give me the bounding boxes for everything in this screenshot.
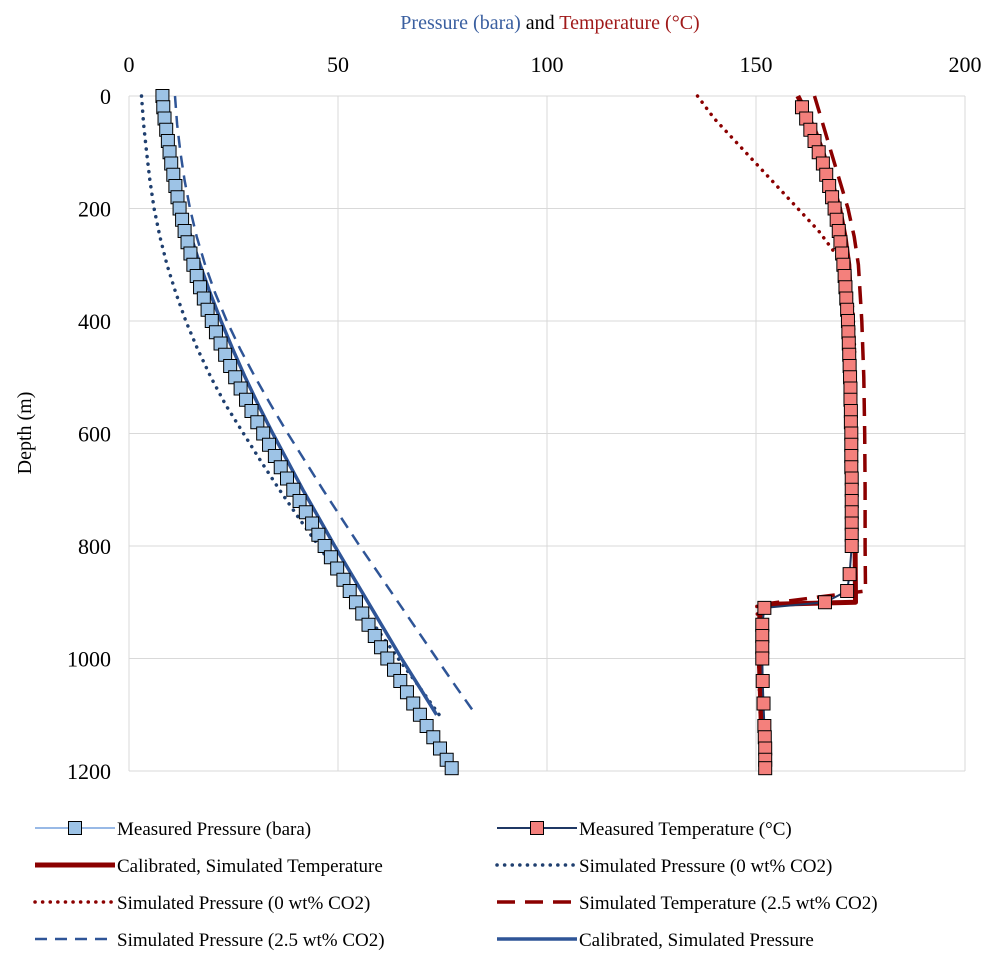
series-2-line (756, 94, 858, 769)
chart-title-part-1: and (521, 12, 560, 34)
series-4-line (695, 94, 857, 770)
series-3-line (139, 94, 441, 717)
series-1-point-48 (755, 674, 770, 688)
y-tick-labels: 0 200 400 600 800 1000 1200 (67, 84, 111, 784)
series-1-markers (755, 100, 859, 776)
x-tick-label-1: 50 (327, 52, 349, 77)
y-tick-label-1: 200 (78, 197, 111, 222)
legend-label-6: Simulated Pressure (2.5 wt% CO2) (117, 930, 385, 951)
x-tick-label-3: 150 (740, 52, 773, 77)
series-1-point-43 (757, 600, 772, 615)
legend-item-6: Simulated Pressure (2.5 wt% CO2) (35, 930, 385, 951)
series-1-point-40 (842, 567, 857, 582)
legend-item-1: Measured Temperature (°C) (497, 819, 792, 840)
legend-label-7: Calibrated, Simulated Pressure (579, 930, 814, 951)
legend-label-5: Simulated Temperature (2.5 wt% CO2) (579, 893, 878, 914)
legend-item-5: Simulated Temperature (2.5 wt% CO2) (497, 893, 878, 914)
series-6-line (173, 95, 477, 716)
series-1-point-41 (840, 584, 855, 598)
grid (128, 95, 966, 772)
series-1-point-39 (844, 539, 859, 553)
x-tick-label-4: 200 (949, 52, 982, 77)
y-tick-label-3: 600 (78, 422, 111, 447)
legend-item-0: Measured Pressure (bara) (35, 819, 311, 840)
y-tick-label-4: 800 (78, 534, 111, 559)
chart-title: Pressure (bara) and Temperature (°C) (400, 12, 699, 34)
y-axis-label: Depth (m) (14, 392, 36, 475)
x-tick-label-2: 100 (531, 52, 564, 77)
series-1-point-54 (758, 761, 773, 776)
x-tick-label-0: 0 (124, 52, 135, 77)
legend-marker-1 (530, 821, 544, 835)
series-1-point-47 (755, 651, 770, 666)
y-tick-label-6: 1200 (67, 759, 111, 784)
legend-item-3: Simulated Pressure (0 wt% CO2) (495, 856, 832, 877)
legend: Measured Pressure (bara) Measured Tempera… (33, 819, 878, 951)
legend-label-3: Simulated Pressure (0 wt% CO2) (579, 856, 832, 877)
x-tick-labels: 0 50 100 150 200 (124, 52, 982, 77)
legend-label-4: Simulated Pressure (0 wt% CO2) (117, 893, 370, 914)
y-tick-label-5: 1000 (67, 647, 111, 672)
chart-title-part-0: Pressure (bara) (400, 12, 521, 34)
series-1-point-42 (817, 595, 832, 610)
chart-title-part-2: Temperature (°C) (559, 12, 699, 34)
series-layer (139, 89, 868, 776)
legend-item-2: Calibrated, Simulated Temperature (35, 856, 383, 877)
legend-label-0: Measured Pressure (bara) (117, 819, 311, 840)
y-tick-label-2: 400 (78, 309, 111, 334)
legend-item-4: Simulated Pressure (0 wt% CO2) (33, 893, 370, 914)
series-1-point-49 (756, 696, 771, 711)
legend-label-2: Calibrated, Simulated Temperature (117, 856, 383, 877)
legend-label-1: Measured Temperature (°C) (579, 819, 792, 840)
series-7-line (160, 95, 439, 716)
series-0-markers (155, 89, 459, 776)
legend-marker-0 (68, 821, 82, 835)
legend-item-7: Calibrated, Simulated Pressure (497, 930, 814, 951)
y-tick-label-0: 0 (100, 84, 111, 109)
series-0-point-60 (444, 761, 459, 776)
